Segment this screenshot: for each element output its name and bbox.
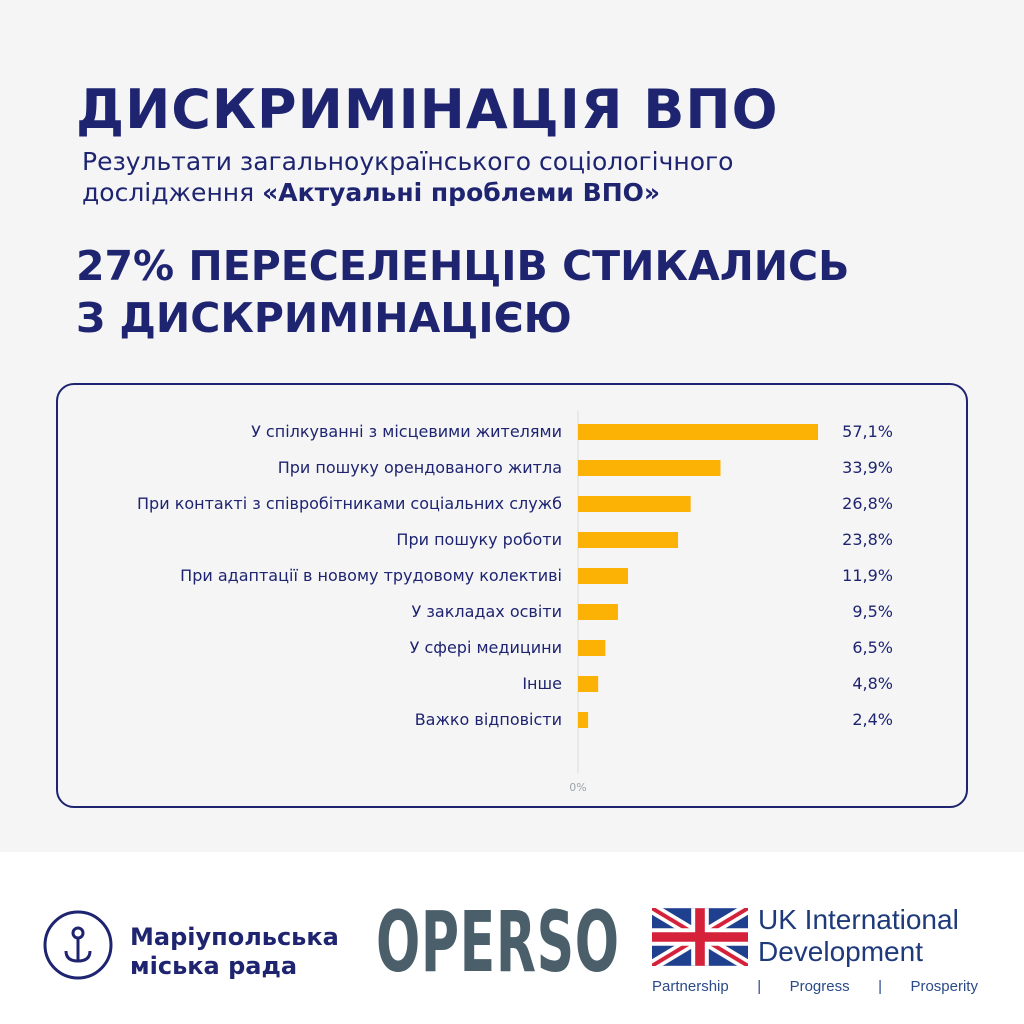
bar [578, 604, 618, 620]
bar [578, 676, 599, 692]
category-label: Інше [522, 674, 562, 693]
tagline-progress: Progress [789, 978, 850, 995]
subtitle-prefix: дослідження [82, 178, 263, 207]
value-label: 26,8% [842, 494, 893, 513]
value-label: 33,9% [842, 458, 893, 477]
footer [0, 852, 1024, 1024]
study-name: «Актуальні проблеми ВПО» [262, 178, 661, 207]
value-label: 4,8% [852, 674, 893, 693]
bar [578, 496, 691, 512]
tagline-separator: | [878, 978, 882, 995]
value-label: 11,9% [842, 566, 893, 585]
uk-flag-icon [652, 908, 748, 966]
bar [578, 424, 818, 440]
headline-line2: З ДИСКРИМІНАЦІЄЮ [76, 294, 572, 342]
tagline-separator: | [757, 978, 762, 995]
category-label: При адаптації в новому трудовому колекти… [180, 566, 562, 585]
bar [578, 712, 589, 728]
category-label: У сфері медицини [410, 638, 562, 657]
category-label: При пошуку орендованого житла [278, 458, 562, 477]
value-label: 6,5% [852, 638, 893, 657]
uk-line1: UK International [758, 904, 959, 935]
headline-line1: 27% ПЕРЕСЕЛЕНЦІВ СТИКАЛИСЬ [76, 242, 850, 290]
tagline-partnership: Partnership [652, 978, 729, 995]
bar [578, 568, 629, 584]
category-label: При пошуку роботи [396, 530, 562, 549]
value-label: 57,1% [842, 422, 893, 441]
value-label: 9,5% [852, 602, 893, 621]
subtitle-line2: дослідження «Актуальні проблеми ВПО» [82, 177, 733, 208]
tagline-prosperity: Prosperity [910, 978, 978, 995]
mariupol-line2: міська рада [130, 952, 298, 980]
subtitle: Результати загальноукраїнського соціолог… [82, 146, 733, 208]
uk-intl-dev-logo-text: UK International Development [758, 904, 959, 968]
mariupol-council-logo-text: Маріупольська міська рада [130, 923, 339, 981]
subtitle-line1: Результати загальноукраїнського соціолог… [82, 147, 734, 176]
bar [578, 532, 679, 548]
category-label: У спілкуванні з місцевими жителями [251, 422, 562, 441]
uk-tagline: Partnership | Progress | Prosperity [652, 978, 978, 995]
bar [578, 640, 606, 656]
category-label: При контакті з співробітниками соціальни… [137, 494, 562, 513]
uk-line2: Development [758, 936, 923, 967]
bar [578, 460, 721, 476]
mariupol-line1: Маріупольська [130, 923, 339, 951]
category-label: Важко відповісти [415, 710, 562, 729]
category-label: У закладах освіти [412, 602, 562, 621]
operso-logo: OPERSO [376, 893, 620, 991]
page-title: ДИСКРИМІНАЦІЯ ВПО [76, 78, 779, 141]
bar-chart: У спілкуванні з місцевими жителями 57,1% П… [137, 411, 893, 794]
headline: 27% ПЕРЕСЕЛЕНЦІВ СТИКАЛИСЬ З ДИСКРИМІНАЦ… [76, 240, 849, 344]
x-tick-label: 0% [569, 781, 586, 794]
value-label: 2,4% [852, 710, 893, 729]
chart-card [56, 383, 968, 808]
value-label: 23,8% [842, 530, 893, 549]
anchor-logo-icon [43, 910, 113, 980]
